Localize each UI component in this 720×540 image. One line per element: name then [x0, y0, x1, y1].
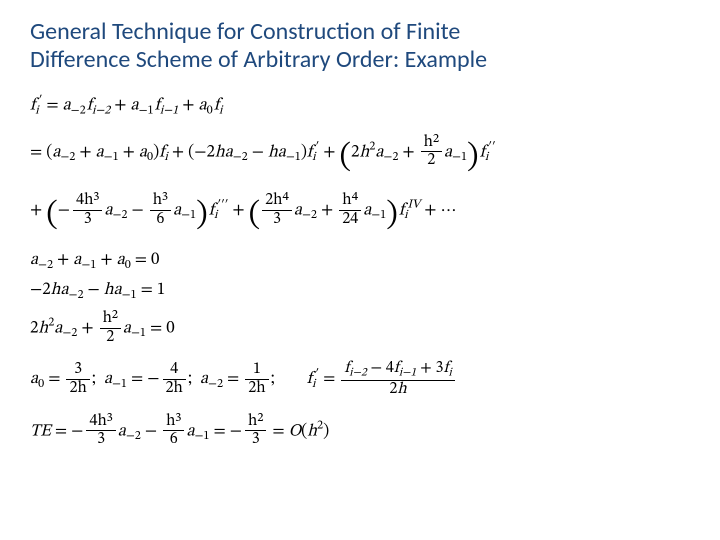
eq-system-2: −2ha−2 − ha−1 = 1 [30, 280, 690, 304]
eq-system-1: a−2 + a−1 + a0 = 0 [30, 250, 690, 274]
eq-truncation-error: TE = − 4h³3a−2 − h³6a−1 = − h²3 = O(h2) [30, 413, 690, 450]
eq-expansion-line2: + (− 4h³3a−2 − h³6a−1) fi′′′ + (2h⁴3a−2 … [30, 192, 690, 236]
eq-ansatz: fi′ = a−2 fi−2 + a−1 fi−1 + a0 fi [30, 93, 690, 120]
eq-expansion-line1: = (a−2 + a−1 + a0)fi + (−2ha−2 − ha−1)fi… [30, 134, 690, 178]
eq-solution-and-result: a0 = 32h; a−1 = − 42h; a−2 = 12h; fi′ = … [30, 360, 690, 398]
slide-title: General Technique for Construction of Fi… [30, 18, 690, 73]
eq-system-3: 2h2a−2 + h²2a−1 = 0 [30, 310, 690, 347]
